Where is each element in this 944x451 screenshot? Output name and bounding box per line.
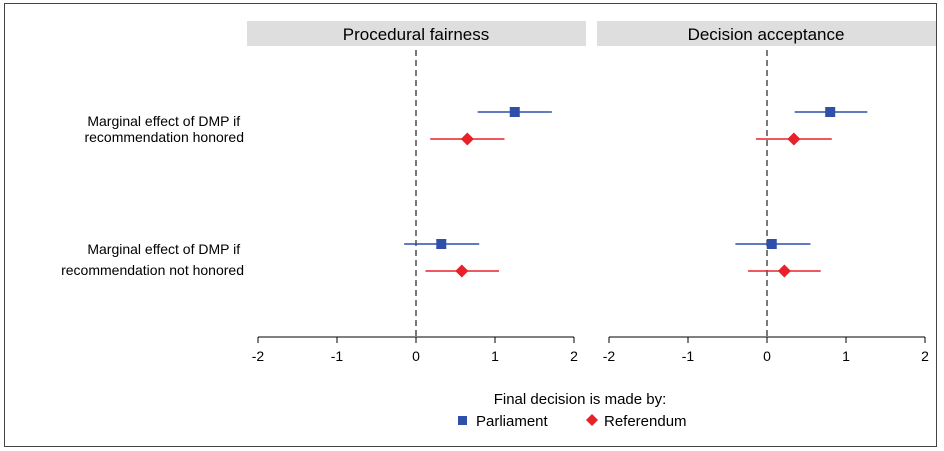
legend-label-referendum: Referendum <box>604 413 687 430</box>
legend-marker-referendum <box>586 414 598 426</box>
x-tick-label: 1 <box>842 348 850 364</box>
panel-strip-decision-acceptance <box>597 21 936 46</box>
point-estimate-referendum <box>777 264 791 278</box>
x-tick-label: 1 <box>491 348 499 364</box>
legend-marker-parliament <box>458 416 467 425</box>
x-tick-label: -1 <box>331 348 344 364</box>
point-estimate-referendum <box>455 264 469 278</box>
x-tick-label: 2 <box>570 348 578 364</box>
panel-title-decision-acceptance: Decision acceptance <box>688 25 845 44</box>
x-tick-label: -2 <box>252 348 265 364</box>
point-estimate-parliament <box>509 107 520 117</box>
x-tick-label: 0 <box>763 348 771 364</box>
point-estimate-parliament <box>825 107 836 117</box>
panel-title-procedural-fairness: Procedural fairness <box>343 25 489 44</box>
figure-frame <box>4 3 937 447</box>
x-tick-label: 0 <box>412 348 420 364</box>
legend-label-parliament: Parliament <box>476 413 549 430</box>
point-estimate-parliament <box>436 239 447 249</box>
x-tick-label: -2 <box>603 348 616 364</box>
x-tick-label: -1 <box>682 348 695 364</box>
point-estimate-referendum <box>787 132 801 146</box>
x-tick-label: 2 <box>921 348 929 364</box>
panel-strip-procedural-fairness <box>247 21 586 46</box>
point-estimate-referendum <box>460 132 474 146</box>
legend-title: Final decision is made by: <box>494 391 667 408</box>
row-label-honored: Marginal effect of DMP if recommendation… <box>84 113 244 145</box>
point-estimate-parliament <box>766 239 777 249</box>
row-label-not-honored: Marginal effect of DMP if recommendation… <box>61 241 244 278</box>
